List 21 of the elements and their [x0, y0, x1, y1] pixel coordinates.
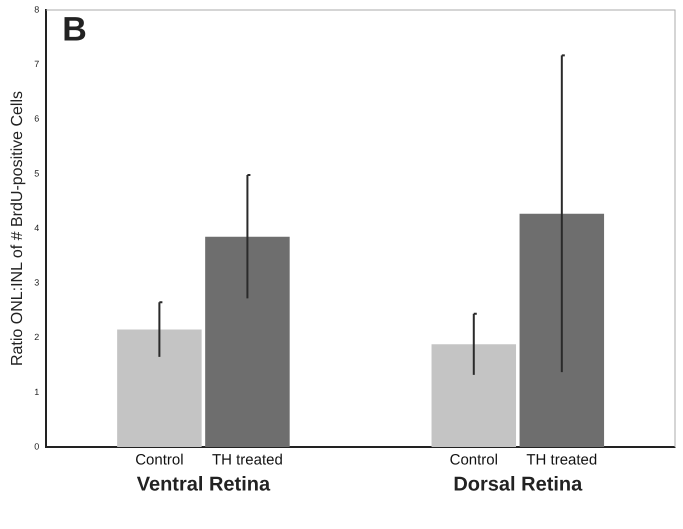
- y-tick-label: 7: [34, 59, 40, 70]
- bar: [520, 214, 604, 447]
- y-tick-label: 4: [34, 222, 40, 233]
- bar: [432, 344, 516, 447]
- x-tick-label: Ventral Retina: [136, 474, 271, 496]
- y-tick-label: 8: [34, 4, 40, 14]
- y-axis-title: Ratio ONL:INL of # BrdU-positive Cells: [9, 90, 26, 366]
- y-tick-label: 2: [34, 332, 40, 342]
- y-tick-label: 3: [34, 278, 40, 288]
- annotation: B: [62, 10, 87, 48]
- series-label: Control: [135, 452, 184, 469]
- bar: [117, 330, 202, 447]
- text: TH treated: [526, 452, 598, 469]
- bar: [205, 236, 290, 447]
- series-label: TH treated: [212, 452, 283, 469]
- y-tick-label: 1: [34, 386, 40, 397]
- text: Control: [450, 452, 498, 469]
- y-tick-label: 6: [34, 114, 40, 124]
- y-tick-label: 0: [34, 441, 40, 452]
- x-tick-label: Dorsal Retina: [453, 474, 584, 496]
- y-tick-label: 5: [34, 168, 40, 178]
